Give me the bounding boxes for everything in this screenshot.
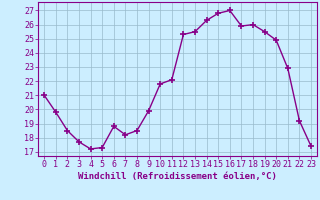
X-axis label: Windchill (Refroidissement éolien,°C): Windchill (Refroidissement éolien,°C) [78,172,277,181]
